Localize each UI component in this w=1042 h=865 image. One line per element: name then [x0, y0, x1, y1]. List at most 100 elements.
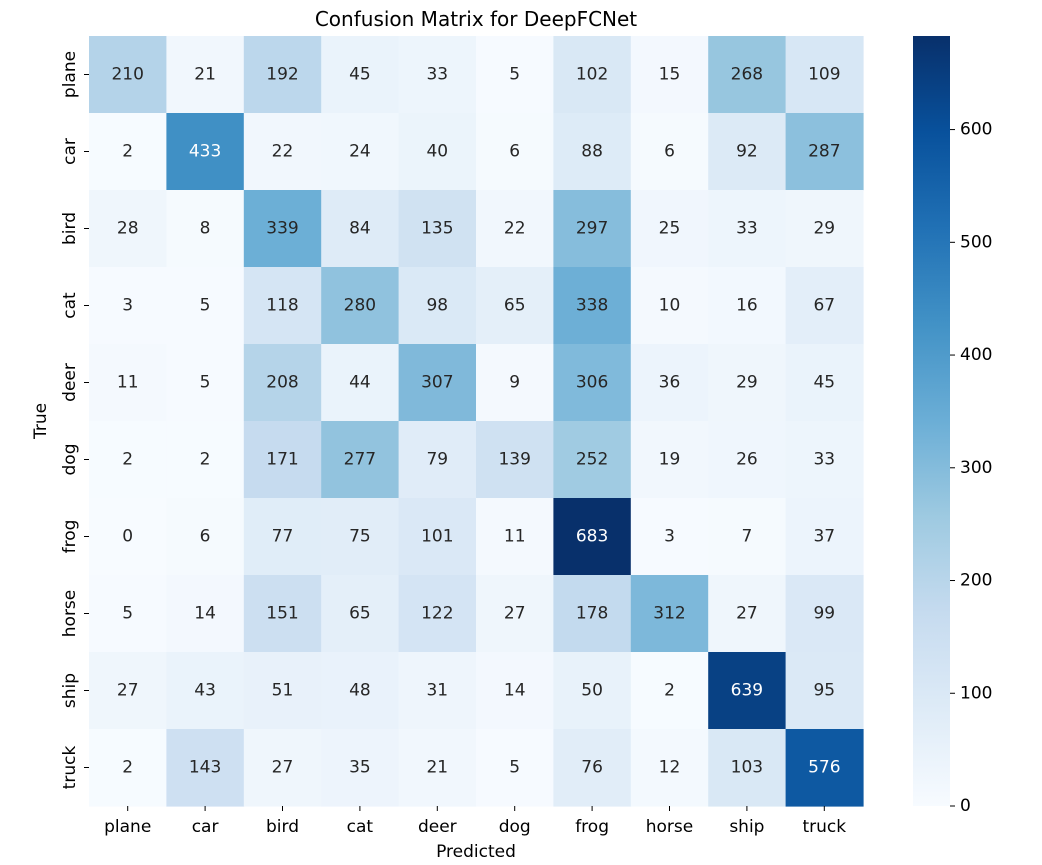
- x-tick-label: car: [192, 817, 219, 837]
- heatmap-cell: [398, 190, 477, 268]
- heatmap-cell: [243, 344, 322, 422]
- cell-value-label: 6: [664, 142, 675, 162]
- heatmap-cell: [398, 113, 477, 191]
- cell-value-label: 10: [659, 296, 681, 316]
- chart-title: Confusion Matrix for DeepFCNet: [315, 7, 637, 31]
- cell-value-label: 26: [736, 450, 758, 470]
- y-tick-label: car: [60, 138, 80, 165]
- cell-value-label: 27: [736, 604, 758, 624]
- heatmap-cell: [243, 190, 322, 268]
- heatmap-cell: [785, 36, 864, 114]
- heatmap-cell: [553, 113, 632, 191]
- y-tick-label: truck: [60, 746, 80, 790]
- cell-value-label: 192: [266, 65, 298, 85]
- heatmap-cell: [166, 267, 245, 345]
- heatmap-cell: [553, 36, 632, 114]
- heatmap-cells: [89, 36, 864, 807]
- y-tick-label: dog: [60, 444, 80, 476]
- heatmap-cell: [321, 344, 400, 422]
- heatmap-cell: [243, 421, 322, 499]
- cell-value-label: 44: [349, 373, 371, 393]
- cell-value-label: 143: [189, 758, 221, 778]
- cell-value-label: 118: [266, 296, 298, 316]
- cell-value-label: 5: [200, 296, 211, 316]
- x-tick-label: deer: [418, 817, 457, 837]
- cell-value-label: 29: [813, 219, 835, 239]
- y-tick-label: deer: [60, 363, 80, 402]
- heatmap-cell: [785, 498, 864, 576]
- heatmap-cell: [630, 575, 709, 653]
- colorbar-tick-label: 200: [960, 571, 992, 591]
- heatmap-cell: [476, 36, 554, 114]
- y-tick-label: plane: [60, 51, 80, 98]
- heatmap-cell: [553, 267, 632, 345]
- cell-value-label: 280: [344, 296, 376, 316]
- colorbar-tick-label: 600: [960, 120, 992, 140]
- x-tick-label: cat: [347, 817, 374, 837]
- heatmap-cell: [785, 344, 864, 422]
- heatmap-cell: [476, 729, 554, 807]
- heatmap-cell: [321, 729, 400, 807]
- colorbar: [913, 36, 950, 806]
- cell-value-label: 268: [731, 65, 763, 85]
- cell-value-label: 48: [349, 681, 371, 701]
- colorbar-ticks: 0 100 200 300 400 500 600: [950, 120, 992, 816]
- cell-value-label: 312: [653, 604, 685, 624]
- heatmap-cell: [785, 190, 864, 268]
- cell-value-label: 252: [576, 450, 608, 470]
- colorbar-tick-label: 100: [960, 683, 992, 703]
- heatmap-cell: [243, 36, 322, 114]
- heatmap-cell: [321, 652, 400, 730]
- heatmap-cell: [243, 267, 322, 345]
- heatmap-cell: [166, 729, 245, 807]
- heatmap-cell: [476, 421, 554, 499]
- cell-value-label: 178: [576, 604, 608, 624]
- cell-value-label: 27: [272, 758, 294, 778]
- cell-value-label: 5: [200, 373, 211, 393]
- heatmap-cell: [476, 652, 554, 730]
- cell-value-label: 2: [122, 758, 133, 778]
- colorbar-tick-label: 400: [960, 345, 992, 365]
- cell-value-label: 297: [576, 219, 608, 239]
- heatmap-cell: [708, 421, 787, 499]
- cell-value-label: 22: [272, 142, 294, 162]
- cell-value-label: 27: [504, 604, 526, 624]
- heatmap-cell: [89, 652, 167, 730]
- heatmap-cell: [321, 498, 400, 576]
- x-tick-label: horse: [646, 817, 693, 837]
- heatmap-cell: [553, 652, 632, 730]
- heatmap-cell: [243, 575, 322, 653]
- x-tick-label: frog: [575, 817, 609, 837]
- cell-value-label: 6: [200, 527, 211, 547]
- heatmap-cell: [89, 190, 167, 268]
- cell-value-label: 40: [426, 142, 448, 162]
- cell-value-label: 151: [266, 604, 298, 624]
- heatmap-cell: [166, 421, 245, 499]
- cell-value-label: 2: [200, 450, 211, 470]
- cell-value-label: 208: [266, 373, 298, 393]
- cell-value-label: 12: [659, 758, 681, 778]
- heatmap-cell: [321, 267, 400, 345]
- cell-value-label: 2: [664, 681, 675, 701]
- cell-value-label: 109: [808, 65, 840, 85]
- y-tick-label: horse: [60, 590, 80, 637]
- heatmap-cell: [708, 729, 787, 807]
- cell-value-label: 65: [349, 604, 371, 624]
- heatmap-cell: [553, 344, 632, 422]
- cell-value-label: 24: [349, 142, 371, 162]
- heatmap-cell: [476, 190, 554, 268]
- cell-value-label: 19: [659, 450, 681, 470]
- heatmap-cell: [630, 344, 709, 422]
- heatmap-cell: [243, 498, 322, 576]
- heatmap-cell: [398, 267, 477, 345]
- y-tick-label: ship: [60, 673, 80, 708]
- heatmap-cell: [476, 267, 554, 345]
- cell-value-label: 21: [194, 65, 216, 85]
- x-tick-label: bird: [266, 817, 299, 837]
- cell-value-label: 22: [504, 219, 526, 239]
- x-tick-label: ship: [729, 817, 764, 837]
- heatmap-cell: [630, 267, 709, 345]
- cell-value-label: 3: [664, 527, 675, 547]
- cell-value-label: 25: [659, 219, 681, 239]
- cell-value-label: 37: [813, 527, 835, 547]
